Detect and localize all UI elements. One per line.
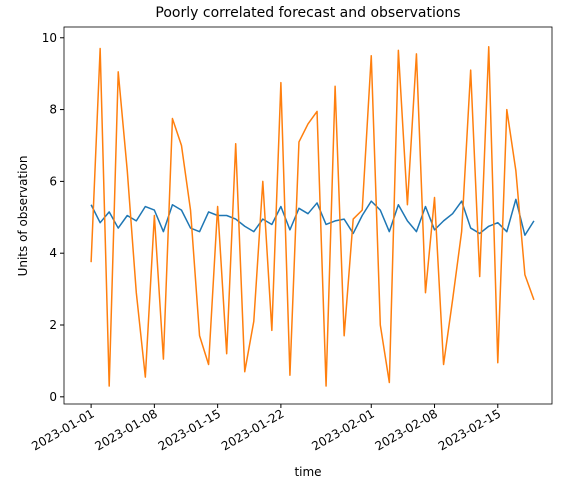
y-axis-label: Units of observation <box>16 156 30 277</box>
y-tick-label: 10 <box>42 31 57 45</box>
y-tick-label: 2 <box>49 318 57 332</box>
y-tick-label: 8 <box>49 103 57 117</box>
y-tick-label: 4 <box>49 246 57 260</box>
series-line <box>90 46 535 387</box>
x-axis-label: time <box>294 465 321 479</box>
series-line <box>90 198 535 236</box>
plot-frame <box>63 26 553 405</box>
y-tick-label: 0 <box>49 390 57 404</box>
chart-title: Poorly correlated forecast and observati… <box>155 5 460 21</box>
y-tick-label: 6 <box>49 174 57 188</box>
